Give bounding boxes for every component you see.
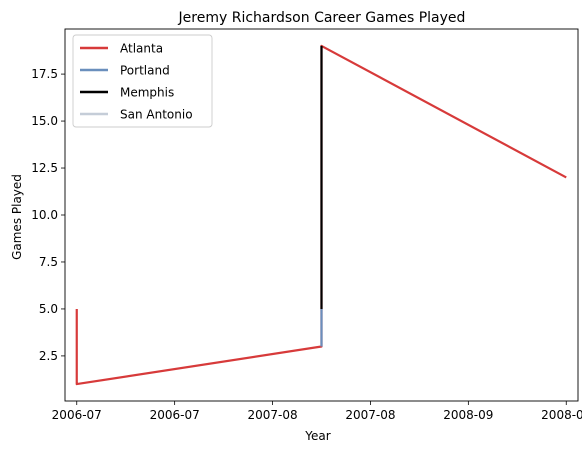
x-axis: 2006-07 2006-07 2007-08 2007-08 2008-09 2008-… <box>52 401 582 422</box>
y-tick-label: 7.5 <box>39 255 58 269</box>
y-tick-label: 10.0 <box>31 208 58 222</box>
x-tick-label: 2006-07 <box>150 408 200 422</box>
legend-label: San Antonio <box>120 108 193 122</box>
y-tick-label: 17.5 <box>31 67 58 81</box>
y-axis-label: Games Played <box>10 174 24 260</box>
legend-box <box>72 34 213 128</box>
legend-label: Portland <box>120 64 170 78</box>
x-tick-label: 2008-09 <box>541 408 582 422</box>
chart-title: Jeremy Richardson Career Games Played <box>178 10 466 26</box>
x-tick-label: 2007-08 <box>247 408 297 422</box>
legend-label: Memphis <box>120 86 174 100</box>
y-axis: 2.5 5.0 7.5 10.0 12.5 15.0 17.5 <box>31 67 65 363</box>
x-tick-label: 2006-07 <box>52 408 102 422</box>
y-tick-label: 12.5 <box>31 161 58 175</box>
y-tick-label: 5.0 <box>39 302 58 316</box>
legend: Atlanta Portland Memphis San Antonio <box>72 34 213 128</box>
series-lines <box>75 44 567 386</box>
x-axis-label: Year <box>304 429 330 443</box>
legend-label: Atlanta <box>120 42 163 56</box>
y-tick-label: 15.0 <box>31 114 58 128</box>
x-tick-label: 2007-08 <box>345 408 395 422</box>
x-tick-label: 2008-09 <box>443 408 493 422</box>
y-tick-label: 2.5 <box>39 349 58 363</box>
